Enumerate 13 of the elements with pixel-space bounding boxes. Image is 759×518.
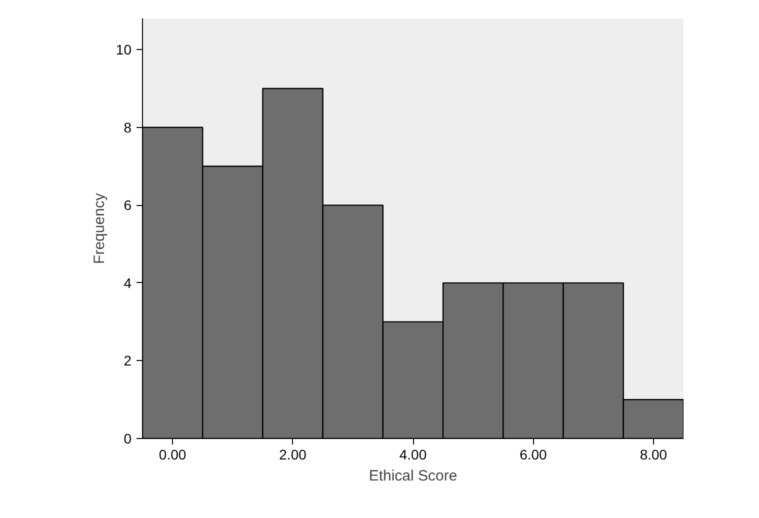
y-tick-label: 6 bbox=[124, 197, 132, 214]
x-tick-label: 8.00 bbox=[640, 446, 668, 462]
x-tick-label: 4.00 bbox=[399, 446, 427, 462]
y-tick-label: 0 bbox=[124, 430, 132, 446]
y-axis-title: Frequency bbox=[90, 192, 108, 264]
x-tick-label: 6.00 bbox=[520, 446, 548, 462]
x-tick-label: 2.00 bbox=[279, 446, 307, 462]
x-tick-label: 0.00 bbox=[158, 446, 186, 462]
x-axis-title: Ethical Score bbox=[368, 468, 458, 484]
y-tick-label: 10 bbox=[116, 42, 132, 58]
y-tick-label: 8 bbox=[124, 119, 132, 136]
y-tick-label: 2 bbox=[124, 352, 132, 369]
y-tick-label: 4 bbox=[124, 274, 132, 291]
